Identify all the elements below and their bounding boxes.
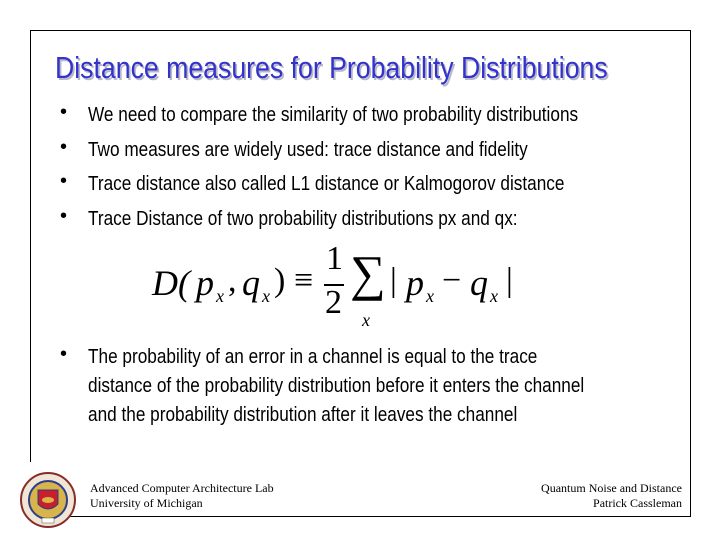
slide-title: Distance measures for Probability Distri… [55, 50, 608, 85]
footer-author: Patrick Cassleman [593, 496, 682, 510]
formula-numerator: 1 [326, 240, 343, 277]
formula-paren: ) [274, 262, 286, 299]
bullet-marker: • [60, 136, 68, 158]
bullet-text: Trace Distance of two probability distri… [88, 208, 518, 230]
formula-p: p [196, 263, 214, 303]
formula-subscript: x [490, 286, 498, 306]
formula-equiv: ≡ [294, 262, 314, 299]
formula-q: q [242, 263, 260, 303]
formula-abs-bar: | [506, 262, 513, 299]
bullet-text: The probability of an error in a channel… [88, 346, 538, 368]
formula-subscript: x [426, 286, 434, 306]
university-seal-logo [20, 472, 76, 528]
footer-presentation-title: Quantum Noise and Distance [541, 481, 682, 495]
bullet-marker: • [60, 205, 68, 227]
fraction-bar [324, 284, 344, 286]
footer-lab-name: Advanced Computer Architecture Lab [90, 481, 274, 495]
slide-frame-bottom [60, 516, 691, 517]
footer-university: University of Michigan [90, 496, 203, 510]
formula-abs-bar: | [390, 262, 397, 299]
bullet-text: distance of the probability distribution… [88, 375, 585, 397]
bullet-text: Two measures are widely used: trace dist… [88, 139, 528, 161]
formula-D: D( [152, 263, 190, 303]
formula-subscript: x [262, 286, 270, 306]
slide-frame-right [690, 30, 691, 517]
formula-comma: , [228, 262, 237, 299]
formula-sum-index: x [362, 310, 370, 330]
trace-distance-formula: D( p x , q x ) ≡ 1 2 ∑ x | p x − q x | [152, 240, 532, 334]
bullet-marker: • [60, 343, 68, 365]
slide-frame-left [30, 30, 31, 462]
formula-sum: ∑ [350, 245, 386, 301]
formula-p: p [406, 263, 424, 303]
formula-denominator: 2 [325, 284, 342, 321]
formula-minus: − [442, 262, 462, 299]
bullet-marker: • [60, 170, 68, 192]
formula-q: q [470, 263, 488, 303]
bullet-text: and the probability distribution after i… [88, 404, 518, 426]
bullet-marker: • [60, 101, 68, 123]
slide-frame-top [30, 30, 690, 31]
bullet-text: We need to compare the similarity of two… [88, 104, 579, 126]
bullet-text: Trace distance also called L1 distance o… [88, 173, 565, 195]
footer-right: Quantum Noise and Distance Patrick Cassl… [541, 481, 682, 511]
footer-left: Advanced Computer Architecture Lab Unive… [90, 481, 274, 511]
formula-subscript: x [216, 286, 224, 306]
